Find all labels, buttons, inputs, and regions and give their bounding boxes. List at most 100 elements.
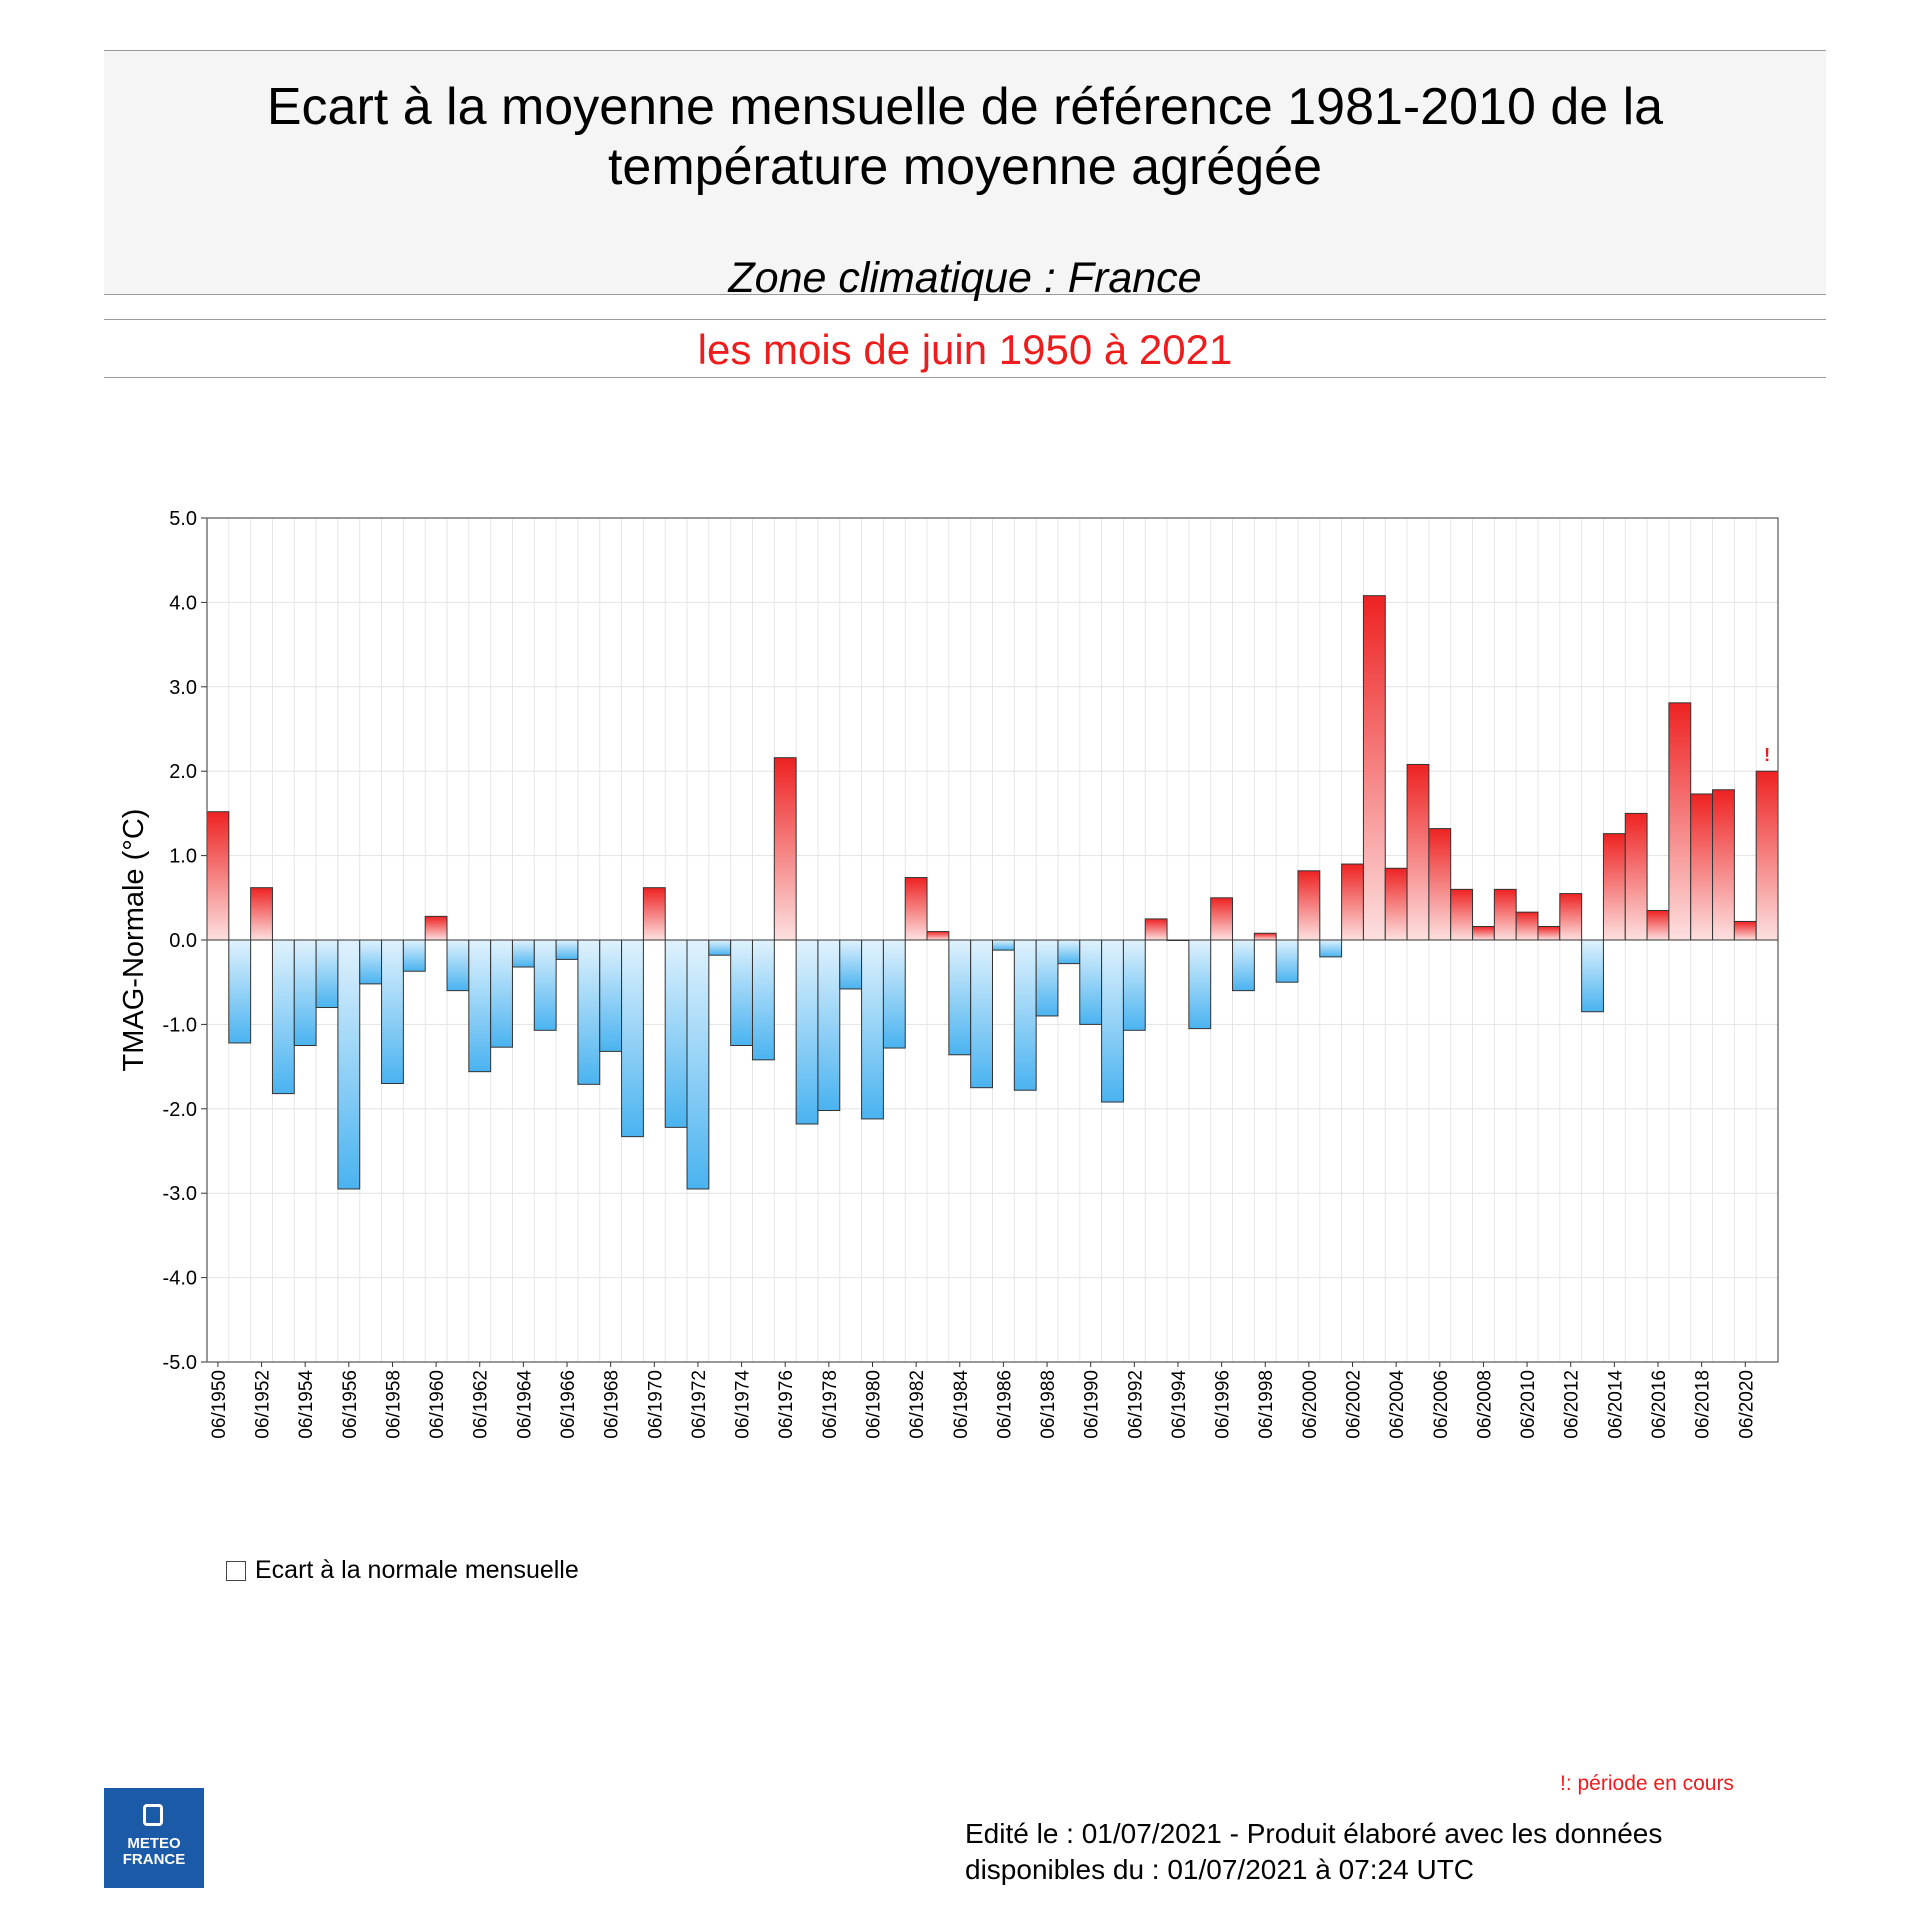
bar [206,811,230,941]
bar [1253,932,1277,941]
bar [926,931,950,941]
bar [1581,939,1604,1013]
bar [1602,833,1626,941]
bar [839,939,863,990]
chart-subtitle: Zone climatique : France [728,254,1202,302]
bar [1297,870,1321,941]
y-tick-label: 0.0 [169,930,197,952]
bar [882,939,906,1049]
current-period-marker: ! [1764,745,1770,765]
bar [751,939,775,1061]
bar [446,939,470,992]
bar [424,915,448,941]
x-tick-label: 06/2004 [1387,1370,1408,1439]
bar [1144,918,1168,941]
bar [773,757,797,941]
x-tick-label: 06/1980 [863,1370,884,1439]
x-tick-label: 06/1982 [907,1370,928,1439]
bar [1668,702,1692,941]
bar [1646,909,1670,941]
x-tick-label: 06/1952 [253,1370,274,1439]
x-tick-label: 06/1984 [951,1370,972,1439]
logo-text: METEO FRANCE [122,1835,186,1868]
bar [228,939,252,1044]
x-tick-label: 06/1962 [471,1370,492,1439]
x-tick-label: 06/1978 [820,1370,841,1439]
x-tick-label: 06/2010 [1518,1370,1539,1439]
bar [642,887,666,941]
bar [1472,925,1495,941]
period-label: les mois de juin 1950 à 2021 [697,326,1233,373]
x-tick-label: 06/2018 [1693,1370,1714,1439]
edition-info: Edité le : 01/07/2021 - Produit élaboré … [965,1818,1663,1885]
bar [359,939,383,985]
bar [1079,939,1103,1025]
bar [1035,939,1059,1017]
x-tick-label: 06/1986 [994,1370,1015,1439]
x-tick-label: 06/1996 [1213,1370,1234,1439]
bar [1406,763,1430,941]
bar [1712,789,1735,941]
bar [1624,812,1648,941]
bar [511,939,535,968]
x-tick-label: 06/1972 [689,1370,710,1439]
bar [1559,893,1583,941]
x-tick-label: 06/2002 [1344,1370,1365,1439]
bar [1428,828,1452,941]
bar [599,939,623,1052]
bar [1188,939,1212,1030]
bar [381,939,404,1084]
bar [490,939,513,1048]
y-tick-label: -4.0 [163,1268,197,1290]
y-tick-label: 1.0 [169,846,197,868]
bar [1341,863,1364,941]
bar [402,939,426,972]
y-tick-label: -5.0 [163,1352,197,1374]
period-box: les mois de juin 1950 à 2021 [104,319,1826,378]
x-tick-label: 06/1970 [645,1370,666,1439]
meteo-france-logo: METEO FRANCE [104,1788,204,1888]
x-tick-label: 06/2012 [1562,1370,1583,1439]
bar [1101,939,1124,1103]
y-tick-label: -2.0 [163,1099,197,1121]
bar [533,939,557,1031]
x-tick-label: 06/1992 [1125,1370,1146,1439]
bar [577,939,601,1085]
y-tick-label: 4.0 [169,592,197,614]
logo-icon [143,1804,163,1826]
x-tick-label: 06/1960 [427,1370,448,1439]
bar [1515,911,1539,941]
bar [621,939,644,1138]
y-tick-label: 2.0 [169,761,197,783]
bar [1733,920,1757,941]
bar [1755,770,1779,941]
x-tick-label: 06/1966 [558,1370,579,1439]
x-tick-label: 06/2006 [1431,1370,1452,1439]
x-tick-label: 06/1950 [209,1370,230,1439]
bar [315,939,339,1009]
bar [708,939,732,956]
x-tick-label: 06/1994 [1169,1370,1190,1439]
bar [992,939,1015,951]
x-tick-label: 06/1974 [733,1370,754,1439]
bar [555,939,579,960]
x-tick-label: 06/1954 [296,1370,317,1439]
bar [1690,793,1714,941]
legend-swatch [226,1560,246,1581]
bar [337,939,361,1190]
x-tick-label: 06/1998 [1256,1370,1277,1439]
x-tick-label: 06/2020 [1736,1370,1757,1439]
x-tick-label: 06/1958 [383,1370,404,1439]
y-tick-label: -3.0 [163,1183,197,1205]
x-tick-label: 06/1988 [1038,1370,1059,1439]
bar [1537,925,1561,941]
chart-title: Ecart à la moyenne mensuelle de référenc… [266,78,1664,196]
x-tick-label: 06/2014 [1605,1370,1626,1439]
bar [970,939,993,1089]
bar [468,939,492,1073]
bar [904,877,928,941]
header-box: Ecart à la moyenne mensuelle de référenc… [104,50,1826,302]
bar [1122,939,1146,1031]
y-axis-label: TMAG-Normale (°C) [118,809,150,1072]
bar [730,939,753,1046]
